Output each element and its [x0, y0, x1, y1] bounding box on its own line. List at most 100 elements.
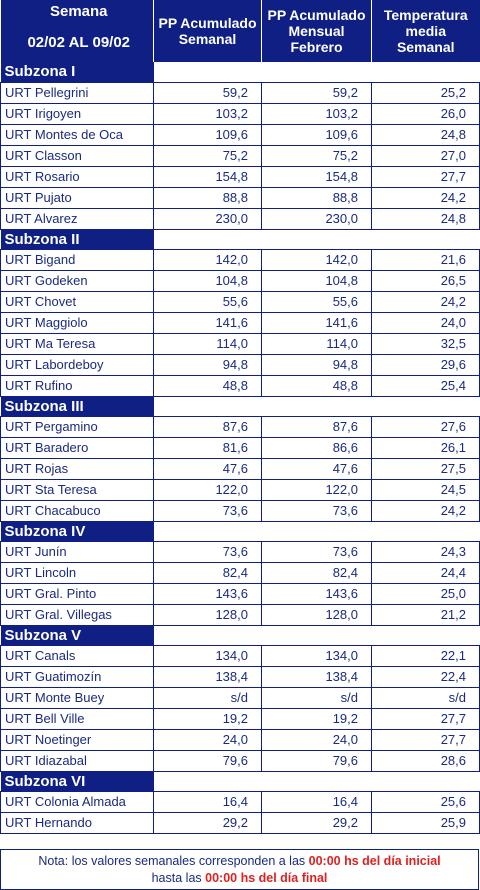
- week-period: 02/02 AL 09/02: [27, 34, 131, 51]
- pp-monthly-cell: 29,2: [261, 811, 372, 834]
- table-row: URT Chacabuco 73,6 73,6 24,2: [0, 499, 480, 522]
- zone-name: Subzona II: [0, 229, 154, 250]
- table-row: URT Bigand 142,0 142,0 21,6: [0, 248, 480, 271]
- temp-cell: 24,8: [371, 123, 480, 146]
- table-row: URT Chovet 55,6 55,6 24,2: [0, 290, 480, 313]
- pp-weekly-cell: 55,6: [153, 290, 262, 313]
- note-text-2: hasta las: [151, 871, 206, 885]
- week-label: Semana: [49, 3, 108, 20]
- pp-weekly-cell: 59,2: [153, 81, 262, 104]
- pp-weekly-cell: 109,6: [153, 123, 262, 146]
- zone-header-row: Subzona II: [0, 229, 480, 250]
- pp-weekly-cell: 94,8: [153, 353, 262, 376]
- col-temp-line3: Semanal: [396, 39, 455, 55]
- station-name: URT Bigand: [0, 248, 154, 271]
- pp-monthly-cell: 75,2: [261, 144, 372, 167]
- zone-header-blank: [153, 521, 480, 542]
- station-name: URT Rojas: [0, 457, 154, 480]
- temp-cell: 22,1: [371, 644, 480, 667]
- temp-cell: 24,3: [371, 540, 480, 563]
- pp-weekly-cell: s/d: [153, 686, 262, 709]
- pp-weekly-cell: 73,6: [153, 540, 262, 563]
- pp-monthly-cell: 122,0: [261, 478, 372, 501]
- zone-name: Subzona I: [0, 62, 154, 83]
- pp-weekly-cell: 154,8: [153, 165, 262, 188]
- table-row: URT Godeken 104,8 104,8 26,5: [0, 269, 480, 292]
- station-name: URT Guatimozín: [0, 665, 154, 688]
- note-highlight-2: 00:00 hs del día final: [205, 871, 328, 885]
- station-name: URT Alvarez: [0, 207, 154, 230]
- table-row: URT Monte Buey s/d s/d s/d: [0, 686, 480, 709]
- temp-cell: 26,5: [371, 269, 480, 292]
- pp-monthly-cell: 88,8: [261, 186, 372, 209]
- temp-cell: 32,5: [371, 332, 480, 355]
- temp-cell: 27,7: [371, 165, 480, 188]
- pp-weekly-cell: 75,2: [153, 144, 262, 167]
- temp-cell: 25,0: [371, 582, 480, 605]
- pp-monthly-cell: 73,6: [261, 499, 372, 522]
- temp-cell: 27,0: [371, 144, 480, 167]
- col-pp-monthly-line3: Febrero: [290, 39, 343, 55]
- pp-monthly-cell: 141,6: [261, 311, 372, 334]
- temp-cell: 24,2: [371, 186, 480, 209]
- zone-header-blank: [153, 771, 480, 792]
- zone-header-row: Subzona V: [0, 625, 480, 646]
- pp-weekly-cell: 48,8: [153, 374, 262, 397]
- pp-monthly-cell: 55,6: [261, 290, 372, 313]
- station-name: URT Chacabuco: [0, 499, 154, 522]
- col-pp-monthly-header: PP Acumulado Mensual Febrero: [261, 0, 372, 62]
- pp-monthly-cell: 48,8: [261, 374, 372, 397]
- pp-weekly-cell: 138,4: [153, 665, 262, 688]
- zone-name: Subzona V: [0, 625, 154, 646]
- col-pp-weekly-line2: Semanal: [178, 31, 237, 47]
- pp-weekly-cell: 19,2: [153, 707, 262, 730]
- pp-weekly-cell: 122,0: [153, 478, 262, 501]
- pp-weekly-cell: 143,6: [153, 582, 262, 605]
- station-name: URT Bell Ville: [0, 707, 154, 730]
- table-header: Semana 02/02 AL 09/02 PP Acumulado Seman…: [0, 0, 480, 62]
- temp-cell: 25,6: [371, 790, 480, 813]
- pp-weekly-cell: 87,6: [153, 415, 262, 438]
- station-name: URT Pergamino: [0, 415, 154, 438]
- zone-header-row: Subzona VI: [0, 771, 480, 792]
- temp-cell: 28,6: [371, 749, 480, 772]
- temp-cell: 24,4: [371, 561, 480, 584]
- pp-monthly-cell: 19,2: [261, 707, 372, 730]
- station-name: URT Rosario: [0, 165, 154, 188]
- pp-monthly-cell: 230,0: [261, 207, 372, 230]
- table-row: URT Baradero 81,6 86,6 26,1: [0, 436, 480, 459]
- table-row: URT Montes de Oca 109,6 109,6 24,8: [0, 123, 480, 146]
- pp-weekly-cell: 81,6: [153, 436, 262, 459]
- temp-cell: 26,0: [371, 102, 480, 125]
- table-row: URT Maggiolo 141,6 141,6 24,0: [0, 311, 480, 334]
- station-name: URT Irigoyen: [0, 102, 154, 125]
- table-row: URT Junín 73,6 73,6 24,3: [0, 540, 480, 563]
- col-pp-weekly-line1: PP Acumulado: [158, 15, 257, 31]
- temp-cell: 25,4: [371, 374, 480, 397]
- station-name: URT Monte Buey: [0, 686, 154, 709]
- col-pp-weekly-header: PP Acumulado Semanal: [153, 0, 262, 62]
- pp-weekly-cell: 88,8: [153, 186, 262, 209]
- pp-monthly-cell: 16,4: [261, 790, 372, 813]
- temp-cell: 27,5: [371, 457, 480, 480]
- temp-cell: 24,0: [371, 311, 480, 334]
- table-row: URT Rosario 154,8 154,8 27,7: [0, 165, 480, 188]
- pp-weekly-cell: 103,2: [153, 102, 262, 125]
- zone-name: Subzona IV: [0, 521, 154, 542]
- pp-monthly-cell: s/d: [261, 686, 372, 709]
- pp-monthly-cell: 47,6: [261, 457, 372, 480]
- pp-monthly-cell: 128,0: [261, 603, 372, 626]
- table-row: URT Pujato 88,8 88,8 24,2: [0, 186, 480, 209]
- table-row: URT Labordeboy 94,8 94,8 29,6: [0, 353, 480, 376]
- pp-weekly-cell: 141,6: [153, 311, 262, 334]
- table-row: URT Rojas 47,6 47,6 27,5: [0, 457, 480, 480]
- col-temp-line1: Temperatura: [383, 7, 468, 23]
- pp-monthly-cell: 79,6: [261, 749, 372, 772]
- table-row: URT Hernando 29,2 29,2 25,9: [0, 811, 480, 834]
- footnote: Nota: los valores semanales corresponden…: [0, 849, 479, 890]
- table-row: URT Classon 75,2 75,2 27,0: [0, 144, 480, 167]
- pp-monthly-cell: 114,0: [261, 332, 372, 355]
- table-row: URT Irigoyen 103,2 103,2 26,0: [0, 102, 480, 125]
- table-row: URT Guatimozín 138,4 138,4 22,4: [0, 665, 480, 688]
- pp-weekly-cell: 134,0: [153, 644, 262, 667]
